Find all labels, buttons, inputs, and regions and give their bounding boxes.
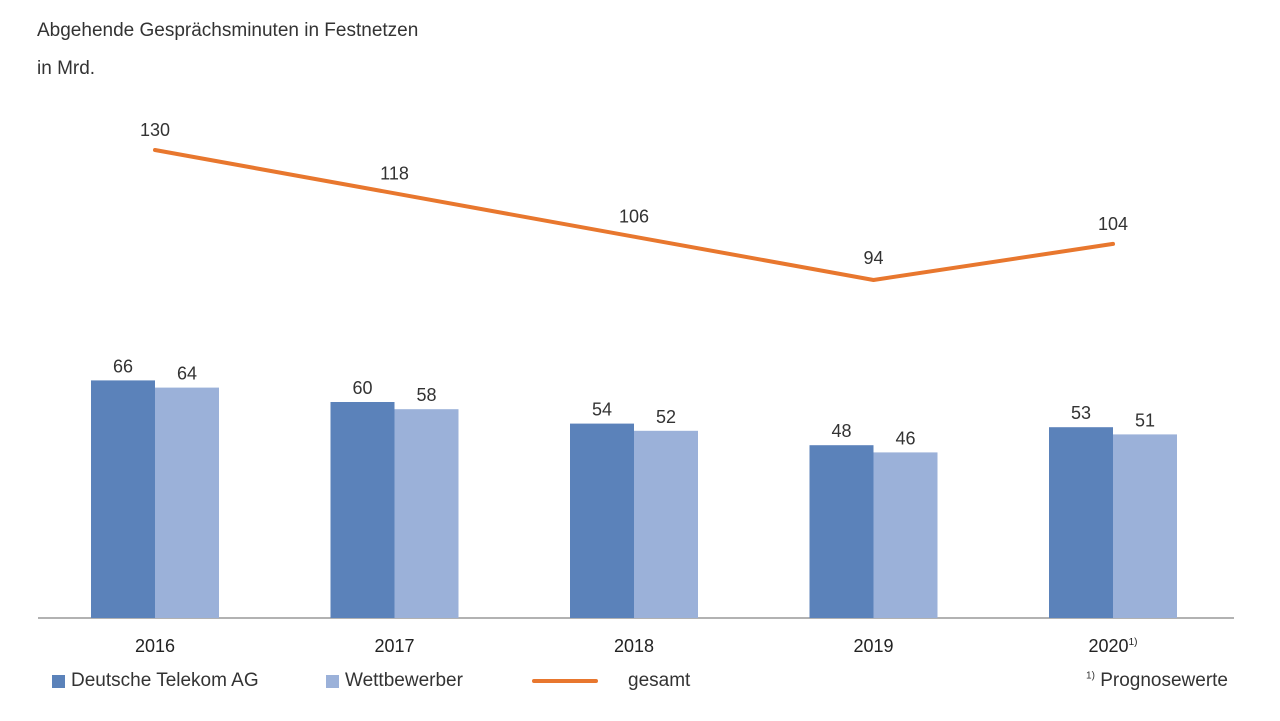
legend-label-telekom: Deutsche Telekom AG [71, 670, 259, 691]
x-tick-footnote-2020: 1) [1129, 637, 1138, 648]
data-label-wettbewerber-2020: 51 [1135, 410, 1155, 430]
data-label-telekom-2018: 54 [592, 400, 612, 420]
bar-wettbewerber-2017 [394, 409, 459, 618]
legend-item-wettbewerber: Wettbewerber [326, 670, 463, 692]
data-label-wettbewerber-2018: 52 [656, 407, 676, 427]
data-label-telekom-2017: 60 [352, 378, 372, 398]
data-label-wettbewerber-2019: 46 [895, 428, 915, 448]
bar-telekom-2019 [809, 445, 874, 618]
footnote-mark: 1) [1086, 670, 1095, 682]
legend-label-gesamt: gesamt [628, 670, 691, 691]
data-label-gesamt-2018: 106 [619, 207, 649, 227]
data-label-wettbewerber-2016: 64 [177, 364, 197, 384]
data-label-telekom-2019: 48 [831, 421, 851, 441]
footnote-text: Prognosewerte [1100, 670, 1228, 691]
data-label-gesamt-2017: 118 [380, 163, 409, 183]
chart-unit: in Mrd. [37, 58, 96, 79]
line-gesamt [153, 148, 1115, 282]
bar-telekom-2016 [91, 380, 155, 618]
footnote: 1) Prognosewerte [1086, 670, 1228, 692]
legend-swatch-wettbewerber [326, 674, 339, 688]
legend-item-gesamt: gesamt [532, 670, 690, 692]
data-label-gesamt-2016: 130 [140, 120, 170, 140]
legend: Deutsche Telekom AG Wettbewerber gesamt [0, 670, 1280, 696]
bar-wettbewerber-2018 [634, 430, 698, 618]
bar-telekom-2020 [1049, 427, 1113, 618]
data-label-wettbewerber-2017: 58 [416, 385, 436, 405]
bar-telekom-2018 [570, 423, 634, 618]
legend-label-wettbewerber: Wettbewerber [345, 670, 463, 691]
x-tick-label-2018: 2018 [614, 636, 654, 656]
x-tick-label-2017: 2017 [374, 636, 414, 656]
bar-wettbewerber-2020 [1113, 434, 1177, 618]
legend-item-telekom: Deutsche Telekom AG [52, 670, 259, 692]
data-label-telekom-2016: 66 [113, 356, 133, 376]
legend-swatch-gesamt [532, 679, 598, 683]
data-label-telekom-2020: 53 [1071, 403, 1091, 423]
chart-title: Abgehende Gesprächsminuten in Festnetzen [37, 20, 419, 41]
bar-wettbewerber-2019 [873, 452, 938, 618]
x-tick-label-2020: 20201) [1089, 636, 1138, 656]
x-tick-label-2016: 2016 [135, 636, 175, 656]
bar-wettbewerber-2016 [155, 387, 219, 618]
data-label-gesamt-2019: 94 [863, 248, 883, 268]
x-tick-label-2019: 2019 [853, 636, 893, 656]
legend-swatch-telekom [52, 674, 65, 688]
data-label-gesamt-2020: 104 [1098, 214, 1128, 234]
bar-telekom-2017 [330, 402, 395, 618]
